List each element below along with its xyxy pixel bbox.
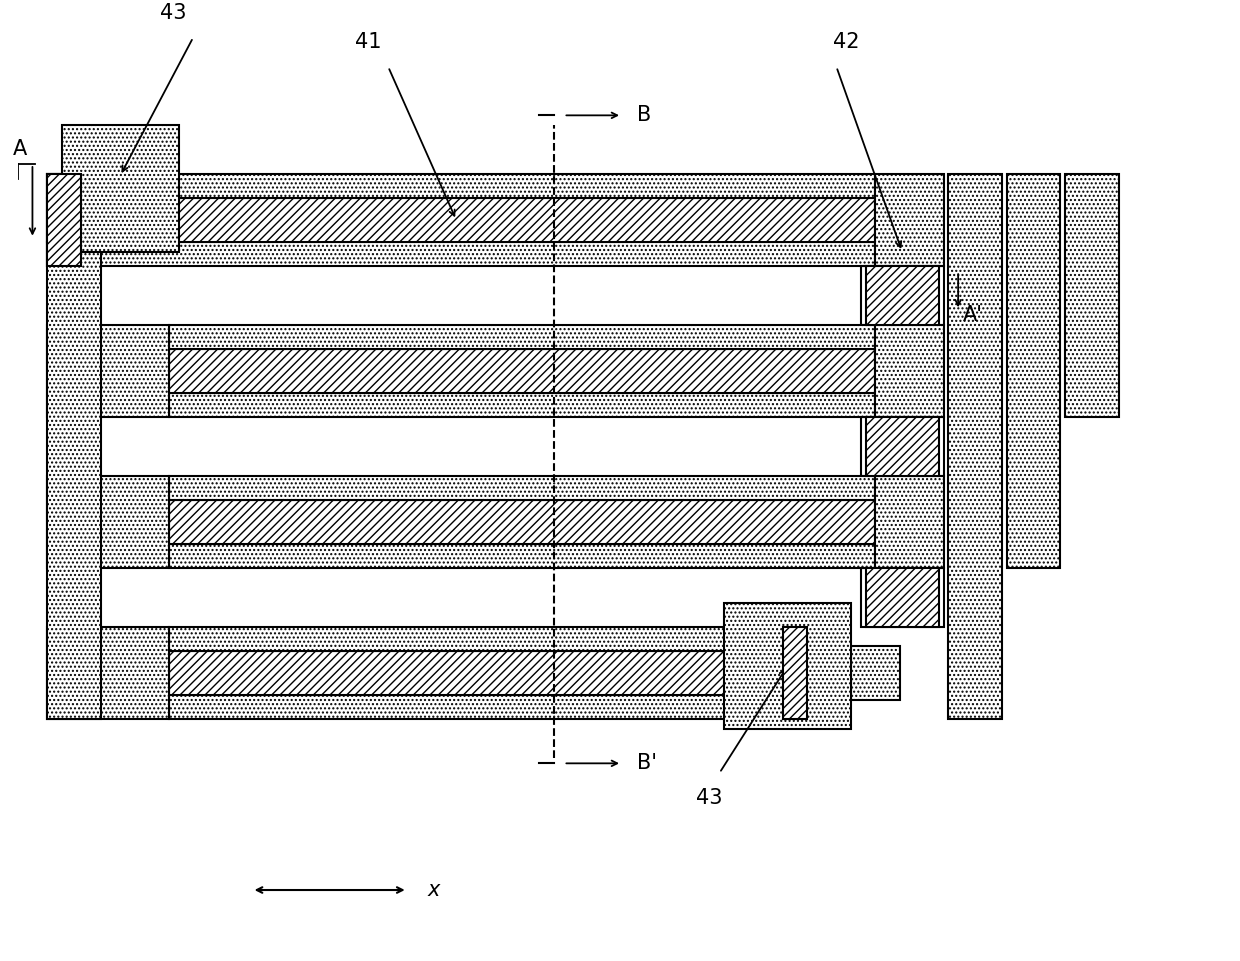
Bar <box>949 174 1002 720</box>
Bar <box>169 393 875 417</box>
Text: B: B <box>636 106 651 125</box>
Bar <box>47 476 169 569</box>
Bar <box>1007 174 1060 569</box>
Bar <box>169 652 729 695</box>
Bar <box>47 174 81 266</box>
Bar <box>851 647 900 700</box>
Bar <box>875 325 944 417</box>
Bar <box>861 266 944 325</box>
Text: x: x <box>427 880 439 900</box>
Text: A: A <box>14 139 27 160</box>
Text: 43: 43 <box>697 788 723 807</box>
Bar <box>724 603 851 729</box>
Bar <box>866 266 939 325</box>
Bar <box>861 569 944 627</box>
Bar <box>169 476 875 501</box>
Bar <box>782 627 807 720</box>
Bar <box>875 476 944 569</box>
Text: 41: 41 <box>356 32 382 52</box>
Text: A': A' <box>963 306 983 326</box>
Bar <box>169 501 875 544</box>
Bar <box>729 627 797 720</box>
Bar <box>169 627 729 652</box>
Bar <box>47 627 169 720</box>
Bar <box>62 125 179 252</box>
Text: B': B' <box>636 753 657 774</box>
Bar <box>47 242 875 266</box>
Text: 43: 43 <box>160 3 187 23</box>
Bar <box>866 417 939 476</box>
Bar <box>169 695 729 720</box>
Bar <box>169 325 875 349</box>
Bar <box>861 417 944 476</box>
Bar <box>1065 174 1118 417</box>
Bar <box>47 174 100 720</box>
Text: 42: 42 <box>833 32 859 52</box>
Bar <box>47 325 169 417</box>
Bar <box>875 174 944 266</box>
Bar <box>169 349 875 393</box>
Bar <box>169 544 875 569</box>
Bar <box>866 569 939 627</box>
Bar <box>47 198 875 242</box>
Bar <box>47 174 875 198</box>
